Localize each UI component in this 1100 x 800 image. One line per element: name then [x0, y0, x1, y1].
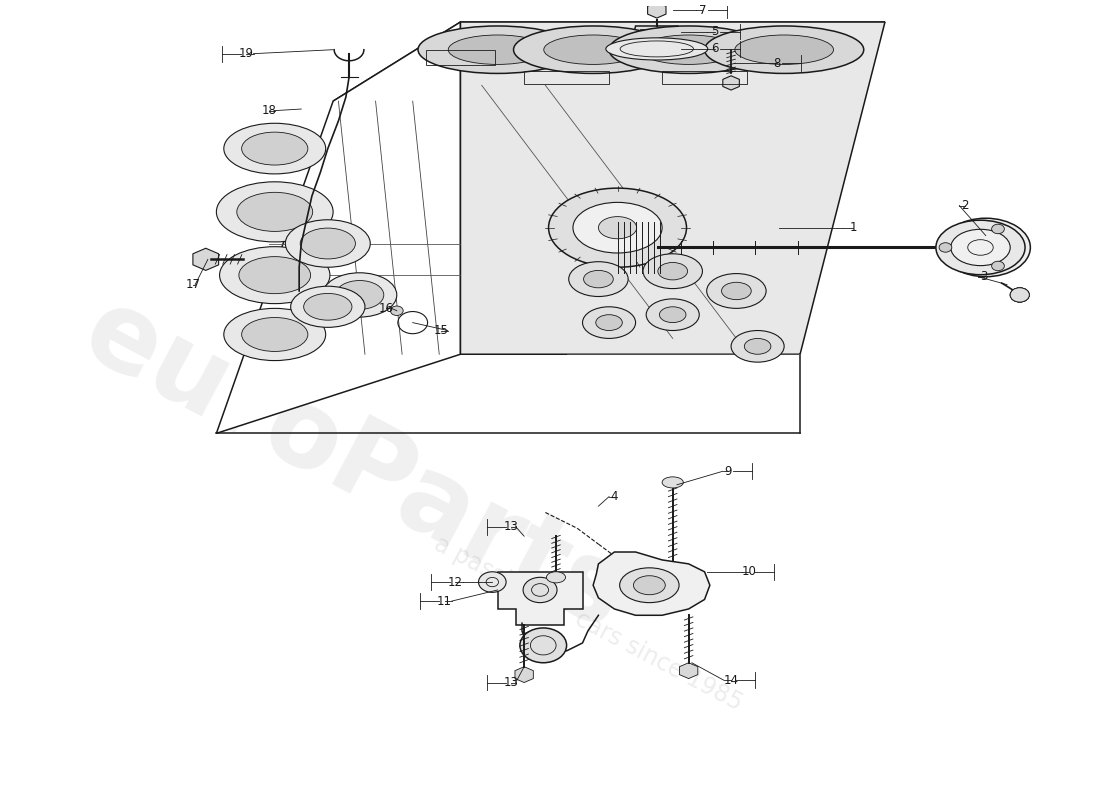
Ellipse shape — [583, 306, 636, 338]
Circle shape — [991, 262, 1004, 270]
Circle shape — [520, 628, 566, 662]
Ellipse shape — [660, 306, 686, 322]
Ellipse shape — [639, 35, 738, 65]
Text: 12: 12 — [448, 575, 463, 589]
Circle shape — [1010, 288, 1030, 302]
Text: 11: 11 — [437, 594, 452, 607]
Ellipse shape — [300, 228, 355, 259]
Ellipse shape — [322, 273, 397, 317]
Ellipse shape — [596, 314, 623, 330]
Ellipse shape — [735, 35, 834, 65]
Ellipse shape — [223, 123, 326, 174]
Ellipse shape — [239, 257, 310, 294]
Polygon shape — [333, 22, 886, 101]
Ellipse shape — [336, 281, 384, 310]
Text: 8: 8 — [773, 57, 780, 70]
Text: 7: 7 — [698, 4, 706, 17]
Polygon shape — [632, 26, 681, 39]
Ellipse shape — [634, 576, 665, 594]
Text: 16: 16 — [378, 302, 394, 315]
Ellipse shape — [242, 132, 308, 165]
Ellipse shape — [745, 338, 771, 354]
Circle shape — [524, 578, 557, 602]
Text: 9: 9 — [724, 465, 732, 478]
Ellipse shape — [644, 254, 703, 289]
Text: 14: 14 — [724, 674, 738, 686]
Bar — [426, 50, 495, 65]
Ellipse shape — [598, 217, 637, 238]
Text: 13: 13 — [504, 520, 519, 533]
Ellipse shape — [584, 270, 614, 288]
Text: 10: 10 — [741, 566, 757, 578]
Bar — [662, 71, 747, 84]
Ellipse shape — [706, 274, 766, 308]
Text: 18: 18 — [262, 104, 277, 117]
Ellipse shape — [950, 230, 1010, 266]
Ellipse shape — [290, 286, 365, 327]
Polygon shape — [515, 666, 534, 682]
Ellipse shape — [549, 188, 686, 267]
Text: 2: 2 — [960, 199, 968, 212]
Ellipse shape — [722, 282, 751, 300]
Ellipse shape — [217, 182, 333, 242]
Ellipse shape — [942, 218, 1031, 277]
Ellipse shape — [285, 220, 371, 267]
Text: 17: 17 — [186, 278, 200, 291]
Circle shape — [390, 306, 404, 315]
Text: 4: 4 — [610, 490, 618, 503]
Ellipse shape — [662, 477, 683, 488]
Text: 19: 19 — [239, 47, 254, 60]
Polygon shape — [217, 22, 461, 434]
Ellipse shape — [304, 294, 352, 320]
Polygon shape — [461, 22, 886, 354]
Ellipse shape — [418, 26, 578, 74]
Text: 6: 6 — [712, 42, 719, 55]
Circle shape — [1010, 288, 1030, 302]
Polygon shape — [723, 76, 739, 90]
Ellipse shape — [242, 318, 308, 351]
Ellipse shape — [609, 26, 768, 74]
Ellipse shape — [236, 192, 312, 231]
Ellipse shape — [658, 262, 688, 280]
Ellipse shape — [705, 26, 864, 74]
Text: euroParts: euroParts — [65, 278, 644, 652]
Ellipse shape — [606, 38, 707, 60]
Ellipse shape — [732, 330, 784, 362]
Ellipse shape — [936, 220, 1025, 274]
Ellipse shape — [514, 26, 673, 74]
Polygon shape — [192, 248, 219, 270]
Polygon shape — [680, 662, 697, 678]
Ellipse shape — [569, 262, 628, 297]
Ellipse shape — [449, 35, 547, 65]
Ellipse shape — [220, 246, 330, 304]
Circle shape — [1010, 288, 1030, 302]
Polygon shape — [648, 2, 666, 18]
Circle shape — [939, 242, 952, 252]
Text: 5: 5 — [712, 25, 719, 38]
Text: 1: 1 — [849, 221, 857, 234]
Bar — [524, 71, 609, 84]
Polygon shape — [593, 552, 710, 615]
Ellipse shape — [547, 572, 565, 583]
Ellipse shape — [646, 299, 700, 330]
Text: a passion for cars since 1985: a passion for cars since 1985 — [429, 531, 746, 715]
Text: 13: 13 — [504, 676, 519, 689]
Ellipse shape — [573, 202, 662, 253]
Ellipse shape — [543, 35, 642, 65]
Ellipse shape — [619, 568, 679, 602]
Text: 15: 15 — [433, 324, 449, 337]
Circle shape — [478, 572, 506, 592]
Text: 3: 3 — [980, 270, 988, 283]
Circle shape — [1010, 288, 1030, 302]
Ellipse shape — [223, 308, 326, 361]
Polygon shape — [497, 572, 583, 625]
Circle shape — [991, 224, 1004, 234]
